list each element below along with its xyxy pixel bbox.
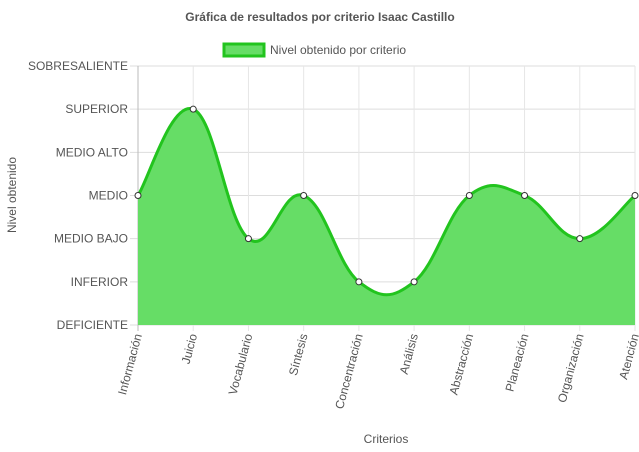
x-tick-label: Vocabulario <box>226 332 256 397</box>
y-tick-label: DEFICIENTE <box>57 318 128 332</box>
x-tick-label: Análisis <box>397 332 421 376</box>
x-tick-label: Síntesis <box>286 332 311 377</box>
x-tick-label: Concentración <box>332 332 366 410</box>
data-point-1[interactable] <box>189 105 197 113</box>
x-tick-label: Abstracción <box>446 332 476 396</box>
data-point-7[interactable] <box>521 192 529 199</box>
data-point-3[interactable] <box>300 192 308 199</box>
series-area <box>136 107 636 325</box>
x-axis-ticks: Información Juicio Vocabulario Síntesis Conc… <box>115 332 639 411</box>
y-tick-label: SOBRESALIENTE <box>28 59 128 73</box>
x-tick-label: Planeación <box>503 332 532 393</box>
data-point-4[interactable] <box>355 278 363 286</box>
y-tick-label: INFERIOR <box>71 275 129 289</box>
legend[interactable]: Nivel obtenido por criterio <box>222 42 406 58</box>
y-tick-label: MEDIO ALTO <box>56 145 128 159</box>
data-point-8[interactable] <box>576 235 584 243</box>
data-point-9[interactable] <box>631 192 639 199</box>
x-tick-label: Atención <box>616 332 639 381</box>
legend-swatch[interactable] <box>222 42 266 58</box>
data-point-5[interactable] <box>410 278 418 286</box>
data-point-0[interactable] <box>134 192 142 199</box>
y-axis-ticks: DEFICIENTE INFERIOR MEDIO BAJO MEDIO MEDIO A… <box>28 59 128 332</box>
x-tick-label: Información <box>115 332 145 396</box>
legend-label[interactable]: Nivel obtenido por criterio <box>270 43 406 57</box>
chart-title: Gráfica de resultados por criterio Isaac… <box>185 10 454 24</box>
x-tick-label: Juicio <box>179 332 201 366</box>
data-point-2[interactable] <box>244 235 252 243</box>
data-point-6[interactable] <box>465 192 473 199</box>
y-tick-label: SUPERIOR <box>65 102 128 116</box>
series-fill <box>138 108 635 325</box>
x-tick-label: Organización <box>555 332 587 404</box>
y-axis-title: Nivel obtenido <box>5 157 19 233</box>
y-tick-label: MEDIO BAJO <box>54 232 128 246</box>
data-points[interactable] <box>134 105 639 286</box>
x-axis-title: Criterios <box>364 432 409 446</box>
y-tick-label: MEDIO <box>89 189 128 203</box>
